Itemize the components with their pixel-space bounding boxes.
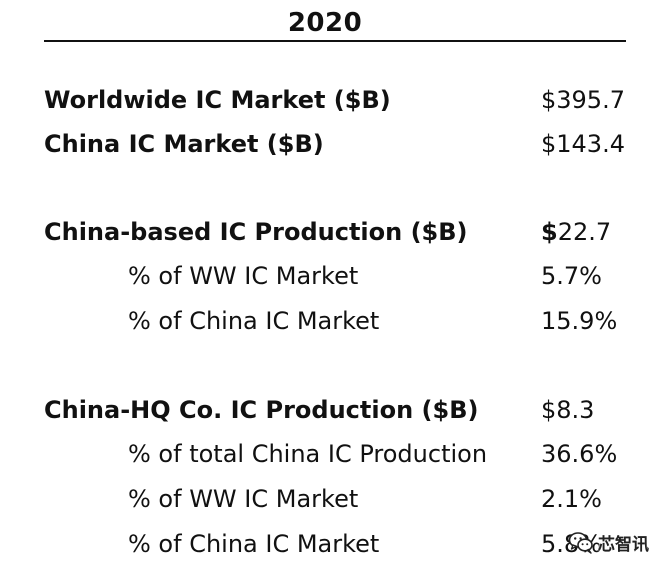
row-value: 5.7% [541, 262, 602, 290]
row-pct-ww-ic-market: % of WW IC Market 5.7% [0, 259, 668, 293]
row-value: 2.1% [541, 485, 602, 513]
row-pct-china-ic-market: % of China IC Market 15.9% [0, 304, 668, 338]
row-label: China IC Market ($B) [44, 130, 324, 158]
row-label: % of total China IC Production [128, 440, 488, 468]
row-value: $22.7 [541, 215, 611, 249]
row-value: $395.7 [541, 86, 625, 114]
row-label: % of WW IC Market [128, 485, 359, 513]
currency-symbol: $ [541, 218, 558, 246]
row-pct-total-china-ic-production: % of total China IC Production 36.6% [0, 437, 668, 471]
row-label: China-based IC Production ($B) [44, 218, 468, 246]
watermark-text: 芯智讯 [598, 534, 649, 555]
row-hq-pct-ww-ic-market: % of WW IC Market 2.1% [0, 482, 668, 516]
row-value: $8.3 [541, 396, 595, 424]
row-value-number: 22.7 [557, 218, 612, 246]
row-worldwide-ic-market: Worldwide IC Market ($B) $395.7 [0, 83, 668, 117]
row-china-ic-market: China IC Market ($B) $143.4 [0, 127, 668, 161]
row-value: 36.6% [541, 440, 618, 468]
row-value: 15.9% [541, 307, 618, 335]
row-label: % of China IC Market [128, 530, 380, 558]
year-header: 2020 [287, 8, 363, 38]
row-value: $143.4 [541, 130, 625, 158]
row-china-hq-ic-production: China-HQ Co. IC Production ($B) $8.3 [0, 393, 668, 427]
row-label: China-HQ Co. IC Production ($B) [44, 396, 479, 424]
row-label: % of WW IC Market [128, 262, 359, 290]
row-label: % of China IC Market [128, 307, 380, 335]
wechat-logo-icon [568, 532, 593, 554]
row-china-based-ic-production: China-based IC Production ($B) $22.7 [0, 215, 668, 249]
watermark: 芯智讯 [568, 527, 649, 557]
header-divider [44, 40, 626, 42]
row-label: Worldwide IC Market ($B) [44, 86, 391, 114]
